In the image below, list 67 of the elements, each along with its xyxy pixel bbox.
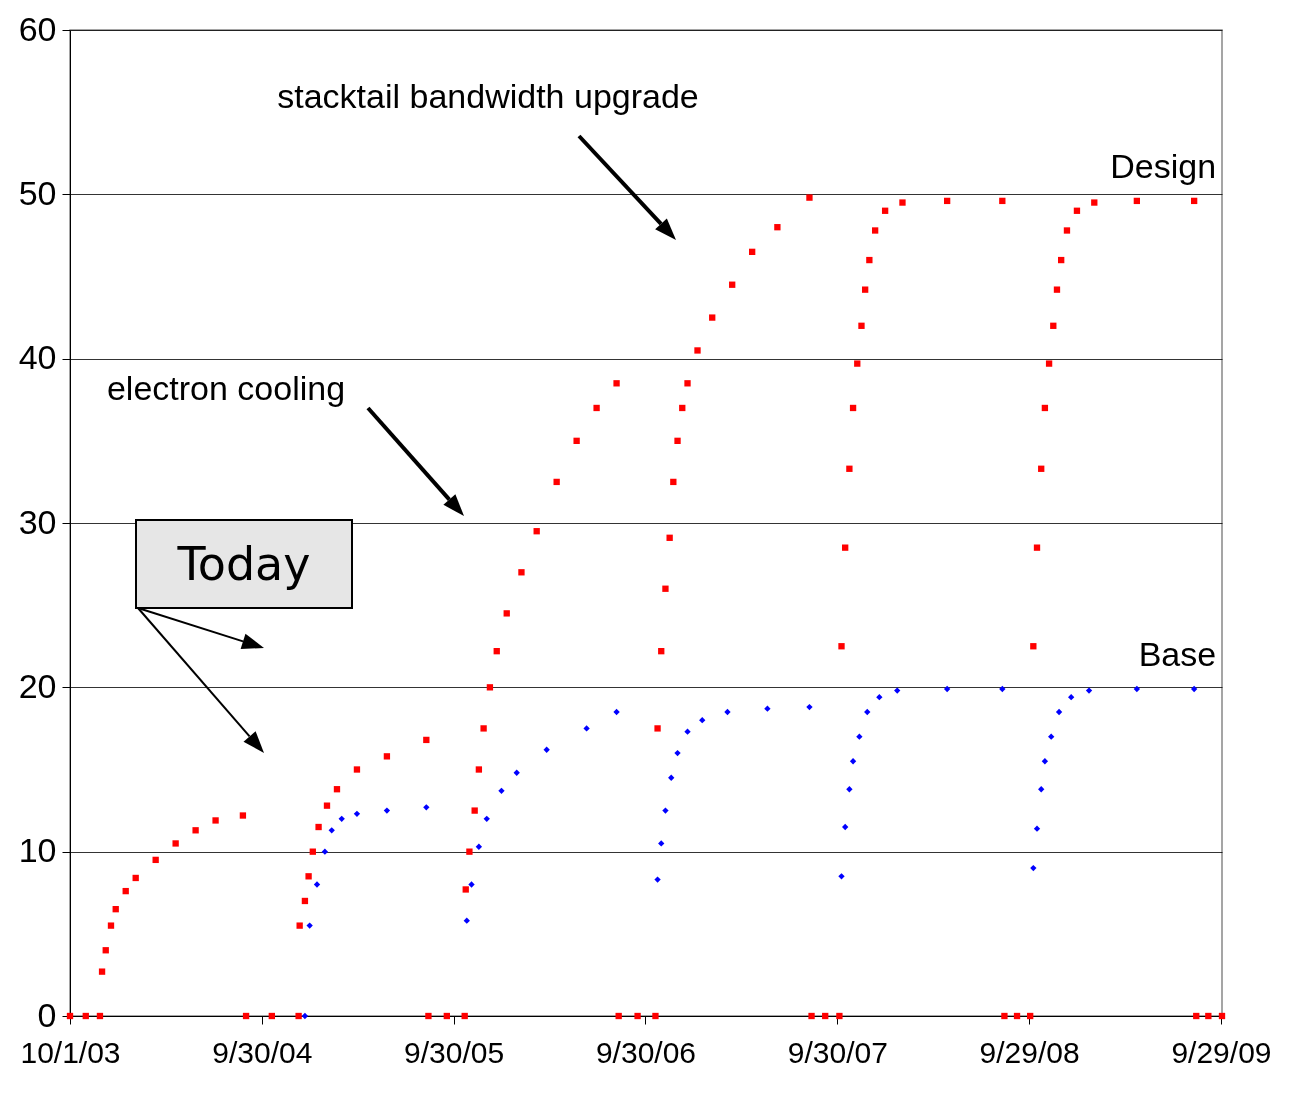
- point: [846, 786, 853, 793]
- point: [849, 758, 857, 765]
- point: [999, 685, 1006, 693]
- point: [876, 694, 883, 701]
- point: [699, 717, 706, 724]
- x-tick-label: 10/1/03: [20, 1035, 121, 1069]
- point: [1190, 685, 1198, 693]
- point: [1038, 786, 1045, 793]
- point: [838, 873, 845, 880]
- x-tick-label: 9/29/08: [979, 1035, 1080, 1069]
- point: [943, 685, 951, 693]
- point: [1085, 687, 1093, 694]
- point: [764, 705, 771, 712]
- point: [353, 810, 361, 818]
- point: [468, 881, 475, 888]
- point: [328, 827, 335, 834]
- point: [498, 787, 505, 795]
- point: [684, 728, 691, 735]
- x-tick-label: 9/30/04: [212, 1035, 313, 1069]
- y-tick-label: 20: [18, 666, 57, 705]
- annotation: electron cooling: [106, 369, 346, 407]
- point: [658, 840, 665, 847]
- point: [1041, 758, 1049, 765]
- point: [483, 815, 490, 822]
- annotation: stacktail bandwidth upgrade: [277, 77, 699, 115]
- series-label: Design: [1110, 146, 1217, 185]
- point: [306, 922, 313, 929]
- y-tick-label: 60: [18, 9, 57, 48]
- point: [301, 1012, 309, 1020]
- x-tick-label: 9/30/06: [595, 1035, 697, 1069]
- y-tick-label: 50: [18, 173, 57, 212]
- point: [583, 725, 590, 732]
- point: [1068, 694, 1075, 701]
- x-tick-label: 9/29/09: [1171, 1035, 1272, 1069]
- point: [654, 876, 661, 883]
- point: [321, 848, 329, 855]
- point: [894, 687, 901, 694]
- point: [513, 769, 520, 776]
- point: [842, 823, 849, 831]
- y-tick-label: 10: [18, 831, 57, 870]
- point: [806, 703, 813, 711]
- point: [383, 807, 391, 814]
- point: [543, 746, 550, 753]
- y-tick-label: 0: [37, 995, 57, 1034]
- point: [1030, 864, 1037, 872]
- annotation: Today: [176, 537, 311, 591]
- series-label: Base: [1138, 634, 1217, 673]
- point: [463, 917, 470, 924]
- point: [724, 708, 731, 716]
- point: [613, 708, 620, 716]
- x-tick-label: 9/30/07: [787, 1035, 888, 1069]
- point: [423, 804, 430, 811]
- point: [1048, 733, 1055, 740]
- point: [1133, 685, 1141, 693]
- y-tick-label: 40: [18, 338, 57, 377]
- y-tick-label: 30: [18, 502, 57, 541]
- point: [313, 881, 321, 888]
- point: [338, 815, 345, 822]
- point: [475, 843, 483, 850]
- point: [674, 749, 681, 757]
- x-tick-label: 9/30/05: [404, 1035, 505, 1069]
- point: [864, 708, 871, 716]
- point: [662, 807, 669, 814]
- point: [668, 774, 675, 781]
- point: [1055, 708, 1063, 716]
- point: [1033, 825, 1041, 832]
- point: [856, 733, 863, 740]
